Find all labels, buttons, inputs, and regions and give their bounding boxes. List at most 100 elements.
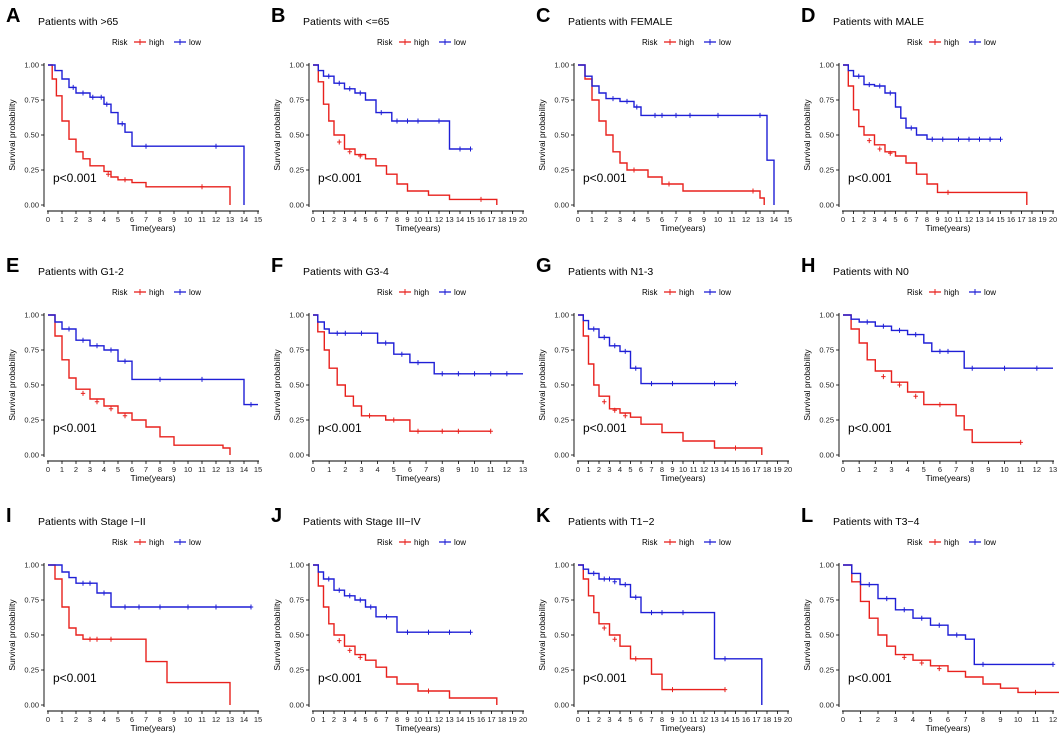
legend-label-low: low — [189, 38, 201, 47]
x-tick-label: 8 — [660, 715, 664, 724]
x-tick-label: 11 — [1032, 715, 1040, 724]
x-tick-label: 2 — [343, 465, 347, 474]
censor-mark-low — [733, 381, 738, 387]
censor-mark-low — [919, 615, 924, 621]
x-tick-label: 4 — [911, 715, 915, 724]
x-tick-label: 16 — [742, 465, 750, 474]
censor-mark-low — [415, 118, 421, 124]
legend-label-high: high — [944, 38, 959, 47]
x-tick-label: 20 — [1049, 215, 1057, 224]
x-axis-label: Time(years) — [925, 223, 970, 233]
censor-mark-low — [610, 96, 616, 102]
x-tick-label: 2 — [597, 465, 601, 474]
x-tick-label: 9 — [670, 465, 674, 474]
censor-mark-high — [945, 189, 951, 195]
x-tick-label: 14 — [986, 215, 994, 224]
x-tick-label: 7 — [954, 465, 958, 474]
x-tick-label: 8 — [158, 715, 162, 724]
x-tick-label: 13 — [226, 715, 234, 724]
y-tick-label: 1.00 — [554, 561, 569, 570]
x-tick-label: 7 — [384, 715, 388, 724]
x-tick-label: 7 — [963, 715, 967, 724]
panel-title: Patients with >65 — [38, 16, 118, 28]
panel-title: Patients with FEMALE — [568, 16, 672, 28]
x-tick-label: 1 — [586, 715, 590, 724]
y-tick-label: 0.75 — [289, 96, 304, 105]
y-tick-label: 1.00 — [24, 61, 39, 70]
censor-mark-high — [881, 374, 886, 380]
panel-letter: D — [801, 5, 815, 27]
censor-mark-low — [633, 365, 638, 371]
y-tick-label: 0.75 — [289, 346, 304, 355]
x-axis-label: Time(years) — [660, 223, 705, 233]
p-value: p<0.001 — [318, 171, 362, 185]
censor-mark-low — [199, 376, 205, 382]
x-tick-label: 10 — [1000, 465, 1008, 474]
censor-mark-high — [80, 390, 86, 396]
p-value: p<0.001 — [583, 171, 627, 185]
legend-label-low: low — [984, 288, 996, 297]
x-tick-label: 13 — [710, 715, 718, 724]
x-tick-label: 12 — [212, 465, 220, 474]
x-tick-label: 3 — [88, 215, 92, 224]
x-tick-label: 7 — [914, 215, 918, 224]
censor-mark-low — [94, 343, 100, 349]
x-tick-label: 7 — [144, 715, 148, 724]
censor-mark-high — [391, 417, 396, 423]
x-tick-label: 3 — [88, 465, 92, 474]
censor-mark-low — [659, 610, 665, 616]
km-curve-high — [843, 564, 1059, 694]
y-tick-label: 0.00 — [819, 201, 834, 210]
censor-mark-high — [358, 153, 363, 159]
censor-mark-high — [612, 636, 617, 642]
x-tick-label: 9 — [670, 715, 674, 724]
censor-mark-low — [670, 381, 675, 387]
x-tick-label: 3 — [88, 715, 92, 724]
x-axis-label: Time(years) — [925, 473, 970, 483]
censor-mark-low — [426, 629, 431, 635]
x-tick-label: 11 — [690, 715, 698, 724]
censor-mark-high — [94, 636, 100, 642]
y-tick-label: 0.50 — [554, 131, 569, 140]
x-tick-label: 1 — [60, 465, 64, 474]
censor-mark-low — [649, 610, 654, 616]
y-tick-label: 0.25 — [819, 416, 834, 425]
x-axis-label: Time(years) — [130, 223, 175, 233]
x-tick-label: 4 — [102, 215, 106, 224]
censor-mark-low — [612, 343, 617, 349]
km-panel-H: H Patients with N0 Risk high low 0.00 0.25 0.50… — [801, 255, 1057, 483]
censor-mark-low — [940, 136, 945, 142]
x-tick-label: 2 — [74, 465, 78, 474]
censor-mark-high — [199, 184, 205, 190]
censor-mark-low — [157, 376, 163, 382]
y-axis-label: Survival probability — [272, 99, 282, 171]
x-tick-label: 13 — [519, 465, 527, 474]
censor-mark-low — [757, 112, 763, 118]
legend-title: Risk — [907, 38, 924, 47]
panel-title: Patients with Stage III−IV — [303, 516, 421, 528]
censor-mark-high — [347, 647, 352, 653]
x-tick-label: 4 — [376, 465, 380, 474]
censor-mark-high — [733, 445, 738, 451]
legend-label-high: high — [414, 538, 429, 547]
km-curve-low — [313, 64, 471, 150]
x-axis-label: Time(years) — [130, 473, 175, 483]
censor-mark-high — [106, 171, 111, 177]
x-tick-label: 11 — [198, 465, 206, 474]
censor-mark-low — [865, 319, 870, 325]
km-curve-high — [578, 564, 725, 691]
km-curve-low — [48, 564, 251, 608]
censor-mark-low — [104, 101, 109, 107]
x-tick-label: 12 — [435, 715, 443, 724]
legend-title: Risk — [377, 538, 394, 547]
x-tick-label: 12 — [700, 715, 708, 724]
y-tick-label: 0.00 — [289, 201, 304, 210]
x-tick-label: 20 — [784, 465, 792, 474]
km-panel-C: C Patients with FEMALE Risk high low 0.00 0.25… — [536, 5, 792, 233]
censor-mark-high — [631, 167, 637, 173]
censor-mark-high — [87, 636, 93, 642]
y-tick-label: 1.00 — [819, 311, 834, 320]
x-tick-label: 0 — [311, 715, 315, 724]
legend-label-high: high — [944, 538, 959, 547]
x-tick-label: 15 — [254, 715, 262, 724]
